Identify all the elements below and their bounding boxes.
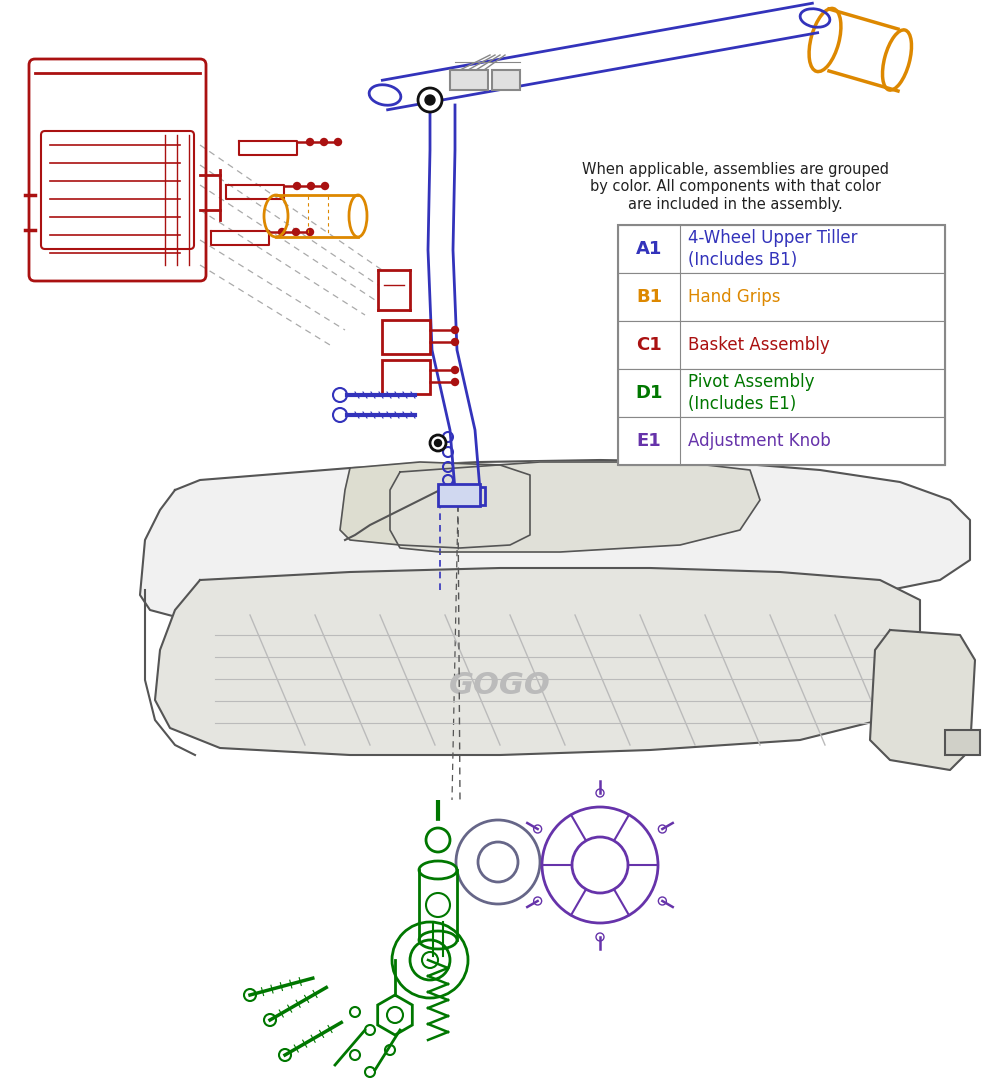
Circle shape <box>322 182 329 189</box>
Circle shape <box>452 339 458 345</box>
Text: C1: C1 <box>636 336 662 354</box>
Bar <box>438 484 480 506</box>
Circle shape <box>308 182 315 189</box>
Circle shape <box>279 228 286 236</box>
Circle shape <box>307 139 314 146</box>
Text: Adjustment Knob: Adjustment Knob <box>688 432 831 450</box>
Bar <box>450 70 488 90</box>
Circle shape <box>293 228 300 236</box>
Text: Hand Grips: Hand Grips <box>688 288 780 306</box>
Circle shape <box>294 182 301 189</box>
Circle shape <box>418 88 442 112</box>
Text: E1: E1 <box>637 432 661 450</box>
Circle shape <box>321 139 328 146</box>
Circle shape <box>425 94 435 105</box>
Bar <box>382 359 430 394</box>
Polygon shape <box>340 462 530 548</box>
Bar <box>492 70 520 90</box>
Bar <box>618 225 945 465</box>
Circle shape <box>452 327 458 333</box>
Bar <box>945 730 980 755</box>
Bar <box>618 369 945 417</box>
Polygon shape <box>155 568 920 755</box>
Circle shape <box>335 139 342 146</box>
Text: D1: D1 <box>635 384 663 402</box>
Text: Basket Assembly: Basket Assembly <box>688 336 830 354</box>
Circle shape <box>307 228 314 236</box>
Text: Pivot Assembly
(Includes E1): Pivot Assembly (Includes E1) <box>688 372 814 413</box>
Bar <box>382 320 430 354</box>
Bar <box>440 487 485 505</box>
Bar <box>618 321 945 369</box>
Text: A1: A1 <box>636 240 662 258</box>
Bar <box>618 417 945 465</box>
Circle shape <box>452 379 458 386</box>
Polygon shape <box>870 630 975 770</box>
Text: 4-Wheel Upper Tiller
(Includes B1): 4-Wheel Upper Tiller (Includes B1) <box>688 229 858 269</box>
Text: B1: B1 <box>636 288 662 306</box>
Text: When applicable, assemblies are grouped
by color. All components with that color: When applicable, assemblies are grouped … <box>582 162 889 212</box>
Bar <box>618 225 945 273</box>
Polygon shape <box>140 460 970 618</box>
Circle shape <box>452 366 458 374</box>
Circle shape <box>430 435 446 451</box>
Polygon shape <box>390 462 760 552</box>
Text: GOGO: GOGO <box>449 670 551 699</box>
Bar <box>618 273 945 321</box>
Circle shape <box>434 440 442 446</box>
